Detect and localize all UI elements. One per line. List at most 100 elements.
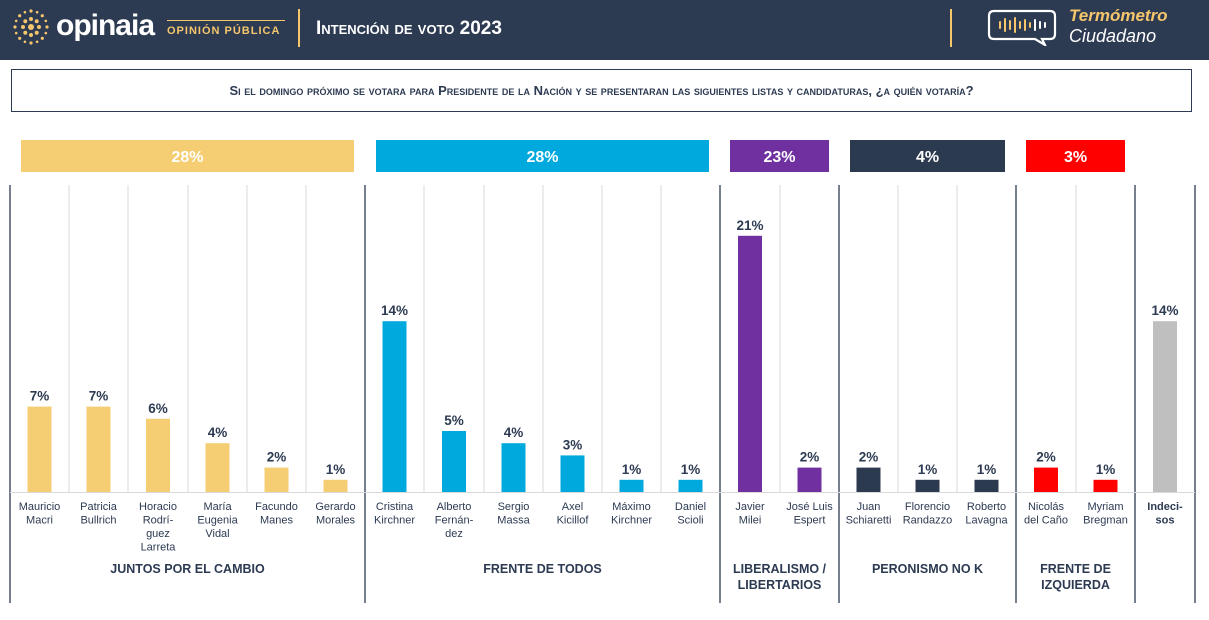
candidate-name: Mauricio [19, 501, 61, 513]
bar-value-label: 5% [444, 413, 464, 428]
candidate-name: María [203, 501, 232, 513]
header-divider-right [950, 9, 952, 47]
bar-value-label: 1% [918, 462, 938, 477]
bar-value-label: 1% [326, 462, 346, 477]
bar [738, 235, 762, 493]
header-divider [298, 9, 300, 47]
group-total-box [21, 140, 354, 172]
bar-value-label: 2% [800, 450, 820, 465]
logo-underline [167, 20, 285, 21]
bar [27, 406, 52, 492]
group-total-box [730, 140, 829, 172]
bar [442, 431, 466, 492]
candidate-name: dez [445, 528, 463, 540]
question-text: Si el domingo próximo se votara para Pre… [229, 83, 974, 98]
bar [146, 418, 170, 492]
header-bar: opinaia OPINIÓN PÚBLICA Intención de vot… [0, 0, 1209, 60]
bar [797, 467, 822, 492]
question-box: Si el domingo próximo se votara para Pre… [11, 69, 1192, 112]
candidate-name: Javier [735, 501, 765, 513]
candidate-name: Juan [857, 501, 881, 513]
candidate-name: Manes [260, 515, 294, 527]
bar [560, 455, 585, 492]
bar-value-label: 6% [148, 401, 168, 416]
group-total-box [376, 140, 709, 172]
bar [205, 443, 230, 492]
candidate-name: Lavagna [965, 515, 1008, 527]
group-name: LIBERTARIOS [738, 578, 822, 592]
candidate-name: Nicolás [1028, 501, 1065, 513]
group-name: FRENTE DE [1040, 562, 1111, 576]
candidate-name: Máximo [612, 501, 651, 513]
candidate-name: Axel [562, 501, 583, 513]
candidate-name: Horacio [139, 501, 177, 513]
group-total-box [850, 140, 1005, 172]
candidate-name: Daniel [675, 501, 706, 513]
candidate-name: Kirchner [374, 515, 415, 527]
candidate-name: Florencio [905, 501, 950, 513]
bar-value-label: 2% [859, 450, 879, 465]
bar-value-label: 3% [563, 437, 583, 452]
candidate-name: Sergio [498, 501, 530, 513]
badge-line-1: Termómetro [1069, 6, 1168, 25]
candidate-name: del Caño [1024, 515, 1068, 527]
bar [1034, 467, 1058, 492]
bar-value-label: 7% [89, 389, 109, 404]
bar-value-label: 21% [736, 218, 763, 233]
group-name: LIBERALISMO / [733, 562, 827, 576]
candidate-name: guez [146, 528, 170, 540]
group-total-label: 3% [1064, 149, 1087, 166]
bar-value-label: 7% [30, 389, 50, 404]
candidate-name: Espert [794, 515, 826, 527]
bar-value-label: 1% [681, 462, 701, 477]
candidate-name: Kirchner [611, 515, 652, 527]
badge-line-2: Ciudadano [1069, 26, 1157, 46]
group-total-label: 28% [171, 149, 203, 166]
group-total-box [1026, 140, 1125, 172]
bar [1093, 479, 1118, 492]
group-total-label: 28% [526, 149, 558, 166]
group-name: JUNTOS POR EL CAMBIO [110, 562, 265, 576]
candidate-name: Larreta [141, 542, 177, 554]
candidate-name: Scioli [677, 515, 703, 527]
candidate-name: sos [1156, 515, 1175, 527]
candidate-name: Myriam [1087, 501, 1123, 513]
candidate-name: Milei [739, 515, 762, 527]
candidate-name: Facundo [255, 501, 298, 513]
candidate-name: Kicillof [557, 515, 590, 527]
logo-subtitle: OPINIÓN PÚBLICA [167, 25, 281, 37]
candidate-name: Bregman [1083, 515, 1128, 527]
candidate-name: Patricia [80, 501, 118, 513]
bar-value-label: 14% [381, 303, 408, 318]
speech-bubble-waveform-icon [987, 9, 1057, 46]
bar [501, 443, 526, 492]
candidate-name: Macri [26, 515, 53, 527]
bar-value-label: 1% [622, 462, 642, 477]
group-name: FRENTE DE TODOS [483, 562, 602, 576]
page-title: Intención de voto 2023 [316, 18, 502, 39]
bar [86, 406, 111, 492]
bar-value-label: 4% [504, 425, 524, 440]
group-name: PERONISMO NO K [872, 562, 983, 576]
candidate-name: Alberto [437, 501, 472, 513]
bar [915, 479, 940, 492]
bar [382, 321, 407, 492]
candidate-name: Massa [497, 515, 530, 527]
group-total-label: 23% [763, 149, 795, 166]
candidate-name: Eugenia [197, 515, 238, 527]
bar-value-label: 1% [977, 462, 997, 477]
candidate-name: Indeci- [1147, 501, 1183, 513]
bar [619, 479, 644, 492]
bar [264, 467, 289, 492]
candidate-name: Schiaretti [846, 515, 892, 527]
bar [323, 479, 348, 492]
group-name: IZQUIERDA [1041, 578, 1110, 592]
candidate-name: Vidal [205, 528, 229, 540]
bar [1153, 321, 1177, 492]
group-total-label: 4% [916, 149, 939, 166]
bar-value-label: 1% [1096, 462, 1116, 477]
bar [678, 479, 703, 492]
bar-value-label: 4% [208, 425, 228, 440]
bar [856, 467, 881, 492]
candidate-name: Randazzo [903, 515, 953, 527]
